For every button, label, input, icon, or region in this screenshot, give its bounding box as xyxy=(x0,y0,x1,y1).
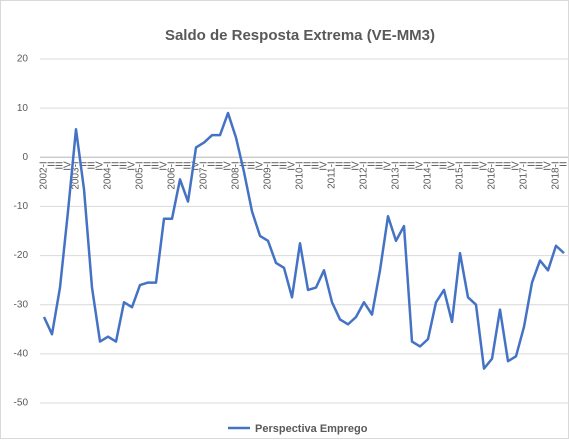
x-tick-label: III xyxy=(279,161,290,169)
x-tick-label: III xyxy=(311,161,322,169)
x-tick-label: IV xyxy=(127,161,138,171)
y-tick-label: -20 xyxy=(14,250,29,261)
y-tick-label: -50 xyxy=(14,398,29,409)
x-tick-label: II xyxy=(495,161,506,167)
x-tick-label: IV xyxy=(159,161,170,171)
x-tick-label: 2002-I xyxy=(39,161,50,189)
x-tick-label: IV xyxy=(63,161,74,171)
x-tick-label: 2014-I xyxy=(423,161,434,189)
x-tick-label: IV xyxy=(319,161,330,171)
x-tick-label: 2005-I xyxy=(135,161,146,189)
x-tick-label: IV xyxy=(383,161,394,171)
x-tick-label: III xyxy=(471,161,482,169)
x-tick-label: II xyxy=(559,161,569,167)
x-tick-label: 2003-I xyxy=(71,161,82,189)
x-tick-label: II xyxy=(207,161,218,167)
x-tick-label: II xyxy=(431,161,442,167)
x-tick-label: II xyxy=(463,161,474,167)
x-tick-label: III xyxy=(119,161,130,169)
y-tick-label: 0 xyxy=(22,152,28,163)
x-tick-label: IV xyxy=(479,161,490,171)
x-tick-label: 2009-I xyxy=(263,161,274,189)
x-tick-label: II xyxy=(271,161,282,167)
x-tick-label: III xyxy=(183,161,194,169)
x-tick-label: IV xyxy=(191,161,202,171)
y-tick-label: -10 xyxy=(14,201,29,212)
x-tick-label: IV xyxy=(511,161,522,171)
y-tick-label: 10 xyxy=(17,103,29,114)
x-tick-label: III xyxy=(503,161,514,169)
x-tick-label: 2013-I xyxy=(391,161,402,189)
x-tick-label: 2011-I xyxy=(327,161,338,189)
x-tick-label: II xyxy=(143,161,154,167)
x-tick-label: III xyxy=(343,161,354,169)
x-tick-label: IV xyxy=(351,161,362,171)
chart-title: Saldo de Resposta Extrema (VE-MM3) xyxy=(165,27,435,44)
y-tick-label: -40 xyxy=(14,348,29,359)
x-tick-label: II xyxy=(111,161,122,167)
x-tick-label: IV xyxy=(255,161,266,171)
x-tick-label: 2017-I xyxy=(519,161,530,189)
x-tick-label: IV xyxy=(223,161,234,171)
x-tick-label: 2018-I xyxy=(551,161,562,189)
x-tick-label: II xyxy=(399,161,410,167)
x-tick-label: 2016-I xyxy=(487,161,498,189)
x-tick-label: IV xyxy=(287,161,298,171)
x-tick-label: III xyxy=(439,161,450,169)
legend-label: Perspectiva Emprego xyxy=(255,423,368,435)
x-tick-label: 2006-I xyxy=(167,161,178,189)
x-tick-label: III xyxy=(215,161,226,169)
x-tick-label: 2010-I xyxy=(295,161,306,189)
x-tick-label: 2004-I xyxy=(103,161,114,189)
x-tick-label: 2015-I xyxy=(455,161,466,189)
y-tick-label: 20 xyxy=(17,54,29,65)
x-tick-label: IV xyxy=(543,161,554,171)
x-tick-label: III xyxy=(247,161,258,169)
x-tick-label: II xyxy=(303,161,314,167)
data-line xyxy=(42,111,565,370)
x-tick-label: IV xyxy=(415,161,426,171)
x-tick-label: II xyxy=(47,161,58,167)
x-tick-label: 2007-I xyxy=(199,161,210,189)
x-tick-label: III xyxy=(87,161,98,169)
x-tick-label: II xyxy=(175,161,186,167)
x-tick-label: III xyxy=(535,161,546,169)
x-tick-label: 2012-I xyxy=(359,161,370,189)
x-tick-label: II xyxy=(367,161,378,167)
x-tick-label: II xyxy=(335,161,346,167)
x-tick-label: III xyxy=(375,161,386,169)
x-tick-label: II xyxy=(527,161,538,167)
x-tick-label: III xyxy=(407,161,418,169)
x-tick-label: II xyxy=(79,161,90,167)
x-tick-label: II xyxy=(239,161,250,167)
x-tick-label: IV xyxy=(447,161,458,171)
x-tick-label: III xyxy=(151,161,162,169)
x-tick-label: III xyxy=(55,161,66,169)
y-tick-label: -30 xyxy=(14,299,29,310)
x-tick-label: IV xyxy=(95,161,106,171)
x-tick-label: 2008-I xyxy=(231,161,242,189)
